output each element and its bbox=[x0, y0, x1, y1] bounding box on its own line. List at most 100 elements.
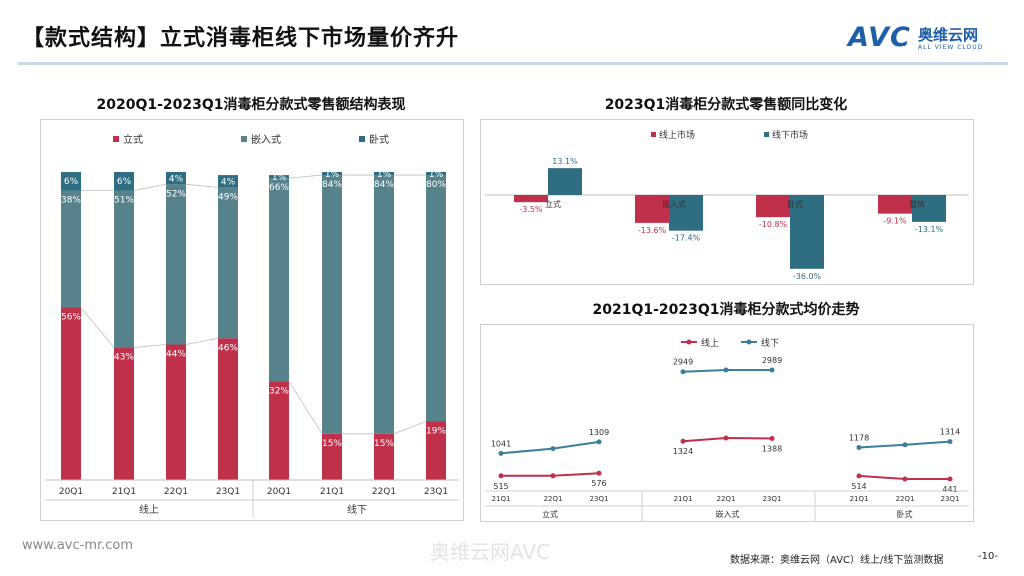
connector-1-0-2 bbox=[393, 421, 427, 435]
legend2-swatch-1 bbox=[764, 132, 769, 137]
point3-0-0-1 bbox=[550, 473, 556, 479]
bar-2-4 bbox=[269, 175, 289, 179]
chart1-panel: 立式 嵌入式 卧式 56% 38% 6% 43% 51% 6% 44% 52% 4% 46% 49% 4% 3… bbox=[40, 119, 464, 521]
point3-1-2-2 bbox=[947, 439, 953, 445]
chart3-svg: 线上 线下 515 576 1041 1309 21Q1 22Q1 23Q1 立式 1324 1388… bbox=[485, 337, 969, 521]
bar-label-0-2: 44% bbox=[166, 349, 186, 359]
point3-1-0-2 bbox=[596, 439, 602, 445]
chart2-panel: 线上市场 线下市场 -3.5% 13.1% 立式 -13.6% -17.4% 嵌入式 -10.8… bbox=[480, 119, 974, 285]
tick3-2-1: 22Q1 bbox=[896, 495, 915, 503]
legend3-dot-1 bbox=[746, 339, 752, 345]
chart2-svg: 线上市场 线下市场 -3.5% 13.1% 立式 -13.6% -17.4% 嵌入式 -10.8… bbox=[485, 129, 969, 281]
tick3-2-2: 23Q1 bbox=[941, 495, 960, 503]
bar-label-2-7: 1% bbox=[429, 170, 444, 180]
legend-label-2: 卧式 bbox=[369, 133, 389, 146]
connector-1-1-0 bbox=[288, 174, 323, 179]
label3-1-2-2: 1314 bbox=[940, 428, 960, 437]
logo-cn-text: 奥维云网 bbox=[918, 26, 979, 44]
bar-2-0 bbox=[61, 172, 81, 191]
legend-swatch-2 bbox=[359, 136, 365, 142]
label3-1-0-2: 1309 bbox=[589, 428, 609, 437]
footer-url: www.avc-mr.com bbox=[22, 538, 134, 553]
bar-1-3 bbox=[218, 187, 238, 339]
legend2-label-0: 线上市场 bbox=[659, 129, 695, 141]
title-rule bbox=[18, 62, 1008, 65]
bar2-0-2 bbox=[756, 195, 790, 218]
bar2-label-0-1: -13.6% bbox=[638, 226, 667, 235]
bar-0-0 bbox=[61, 307, 81, 480]
label3-1-1-0: 2949 bbox=[673, 358, 693, 367]
tick3-0-1: 22Q1 bbox=[544, 495, 563, 503]
legend3-label-1: 线下 bbox=[761, 337, 779, 349]
bar-label-0-5: 15% bbox=[322, 439, 342, 449]
label3-0-2-0: 514 bbox=[851, 482, 866, 491]
tick-2: 22Q1 bbox=[164, 487, 188, 497]
legend2-swatch-0 bbox=[651, 132, 656, 137]
group-label-0: 线上 bbox=[139, 503, 159, 516]
bar-1-7 bbox=[426, 175, 446, 422]
bar-label-1-2: 52% bbox=[166, 189, 186, 199]
footer-source: 数据来源：奥维云网（AVC）线上/线下监测数据 bbox=[730, 555, 944, 566]
point3-0-2-0 bbox=[856, 473, 862, 479]
line3-1-0 bbox=[500, 440, 600, 455]
chart2-title: 2023Q1消毒柜分款式零售额同比变化 bbox=[604, 97, 848, 113]
bar-label-0-1: 43% bbox=[114, 353, 134, 363]
bar-label-2-6: 1% bbox=[377, 170, 392, 180]
group3-label-1: 嵌入式 bbox=[716, 509, 740, 519]
tick-7: 23Q1 bbox=[424, 487, 448, 497]
bar-1-1 bbox=[114, 190, 134, 348]
bar-label-1-3: 49% bbox=[218, 192, 238, 202]
bar2-0-0 bbox=[514, 195, 548, 203]
label3-1-0-0: 1041 bbox=[491, 439, 511, 448]
bar-0-6 bbox=[374, 433, 394, 480]
bar-label-0-7: 19% bbox=[426, 426, 446, 436]
bar-0-3 bbox=[218, 338, 238, 480]
point3-0-1-1 bbox=[723, 435, 729, 441]
bar2-label-1-0: 13.1% bbox=[552, 157, 578, 166]
chart1-title: 2020Q1-2023Q1消毒柜分款式零售额结构表现 bbox=[96, 97, 406, 113]
tick-0: 20Q1 bbox=[59, 487, 83, 497]
group-label-1: 线下 bbox=[347, 503, 367, 516]
cat2-1: 嵌入式 bbox=[662, 199, 686, 209]
point3-0-2-2 bbox=[947, 476, 953, 482]
bar2-1-2 bbox=[790, 195, 824, 269]
bar-label-1-7: 80% bbox=[426, 180, 446, 190]
bar-label-2-0: 6% bbox=[64, 177, 79, 187]
bar-label-1-5: 84% bbox=[322, 180, 342, 190]
cat2-3: 整体 bbox=[909, 199, 925, 209]
tick-1: 21Q1 bbox=[112, 487, 136, 497]
bar2-label-0-0: -3.5% bbox=[519, 205, 543, 214]
brand-logo: AVC 奥维云网 ALL VIEW CLOUD bbox=[848, 22, 1008, 56]
legend-label-0: 立式 bbox=[123, 133, 143, 146]
group3-label-2: 卧式 bbox=[897, 509, 913, 519]
point3-0-0-0 bbox=[498, 473, 504, 479]
bar-label-0-4: 32% bbox=[269, 386, 289, 396]
bar2-label-0-3: -9.1% bbox=[883, 217, 907, 226]
chart3-panel: 线上 线下 515 576 1041 1309 21Q1 22Q1 23Q1 立式 1324 1388… bbox=[480, 324, 974, 522]
point3-1-0-0 bbox=[498, 450, 504, 456]
bar-2-6 bbox=[374, 172, 394, 176]
bar-label-2-5: 1% bbox=[325, 170, 340, 180]
tick3-1-1: 22Q1 bbox=[717, 495, 736, 503]
legend3-label-0: 线上 bbox=[701, 337, 719, 349]
tick3-2-0: 21Q1 bbox=[850, 495, 869, 503]
cat2-0: 立式 bbox=[545, 199, 561, 209]
bar-label-0-6: 15% bbox=[374, 439, 394, 449]
connector-0-0-2 bbox=[185, 337, 219, 345]
point3-1-1-0 bbox=[680, 369, 686, 375]
bar-label-1-6: 84% bbox=[374, 180, 394, 190]
bar-label-0-0: 56% bbox=[61, 313, 81, 323]
bar2-1-0 bbox=[548, 168, 582, 195]
label3-0-1-2: 1388 bbox=[762, 444, 782, 453]
line3-0-0 bbox=[501, 472, 600, 477]
tick3-1-0: 21Q1 bbox=[674, 495, 693, 503]
bar-label-1-4: 66% bbox=[269, 183, 289, 193]
bar-label-1-1: 51% bbox=[114, 195, 134, 205]
tick3-0-2: 23Q1 bbox=[590, 495, 609, 503]
label3-0-2-2: 441 bbox=[942, 485, 957, 494]
logo-main-text: AVC bbox=[848, 22, 911, 53]
tick-6: 22Q1 bbox=[372, 487, 396, 497]
chart1-svg: 立式 嵌入式 卧式 56% 38% 6% 43% 51% 6% 44% 52% 4% 46% 49% 4% 3… bbox=[45, 133, 459, 518]
label3-1-1-2: 2989 bbox=[762, 356, 782, 365]
bar-0-5 bbox=[322, 433, 342, 480]
